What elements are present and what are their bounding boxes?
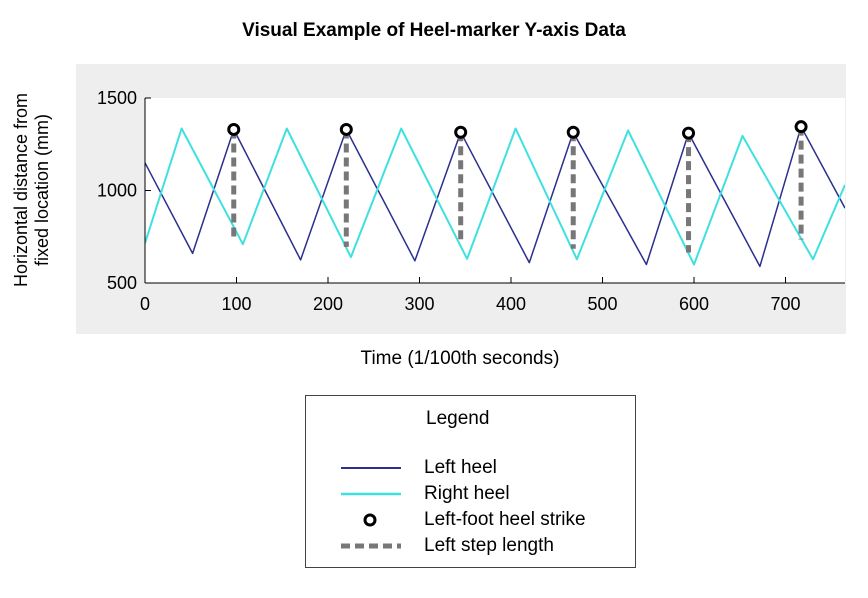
series-line-left-heel <box>145 125 845 268</box>
y-tick-label: 1000 <box>97 181 137 201</box>
y-axis-label-line-2: fixed location (mm) <box>32 113 52 267</box>
series-line-right-heel <box>145 127 845 266</box>
heel-strike-marker <box>566 125 580 139</box>
heel-strike-marker <box>339 122 353 136</box>
heel-strike-marker <box>227 122 241 136</box>
legend-entry-right-heel: Right heel <box>306 482 637 506</box>
legend-label-heel-strike: Left-foot heel strike <box>424 509 586 530</box>
heel-strike-marker <box>794 120 808 134</box>
y-tick-label: 1500 <box>97 88 137 108</box>
x-tick-label: 400 <box>496 294 526 314</box>
x-tick-label: 700 <box>770 294 800 314</box>
chart-title: Visual Example of Heel-marker Y-axis Dat… <box>242 20 626 41</box>
left-heel-line-icon <box>341 467 401 469</box>
x-tick-label: 0 <box>140 294 150 314</box>
legend-entry-left-heel: Left heel <box>306 456 637 480</box>
legend-entry-heel-strike: Left-foot heel strike <box>306 508 637 532</box>
x-tick-label: 600 <box>679 294 709 314</box>
legend-label-left-heel: Left heel <box>424 457 497 478</box>
y-axis-label: Horizontal distance from fixed location … <box>11 80 53 300</box>
y-tick-label: 500 <box>107 273 137 293</box>
heel-strike-circle-icon <box>363 513 377 527</box>
y-axis-label-line-1: Horizontal distance from <box>11 92 31 288</box>
x-tick-label: 300 <box>404 294 434 314</box>
heel-strike-marker <box>454 125 468 139</box>
plot-area <box>145 98 845 283</box>
x-tick-label: 500 <box>587 294 617 314</box>
x-tick-label: 200 <box>313 294 343 314</box>
legend-title: Legend <box>426 408 490 429</box>
legend: Legend Left heel Right heel Left-foot he… <box>305 395 636 568</box>
x-axis-label: Time (1/100th seconds) <box>360 348 560 369</box>
right-heel-line-icon <box>341 492 401 496</box>
step-length-dashed-icon <box>341 543 401 549</box>
heel-strike-marker <box>682 126 696 140</box>
legend-label-step-length: Left step length <box>424 535 554 556</box>
legend-entry-step-length: Left step length <box>306 534 637 558</box>
legend-label-right-heel: Right heel <box>424 483 510 504</box>
x-tick-label: 100 <box>221 294 251 314</box>
